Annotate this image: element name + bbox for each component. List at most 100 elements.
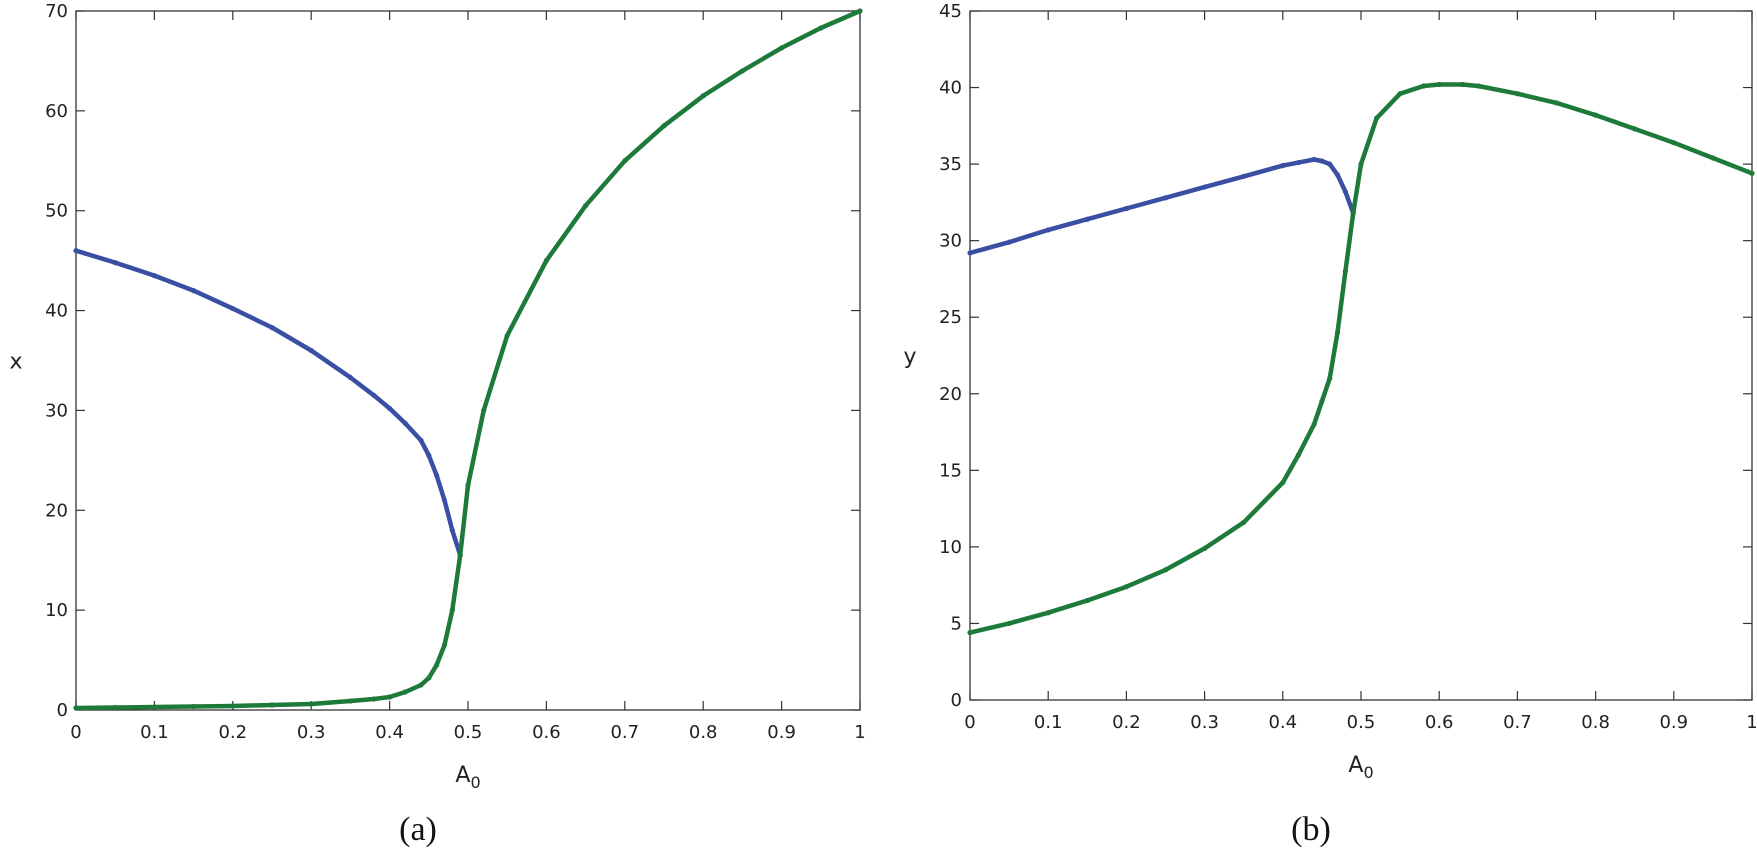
data-point xyxy=(449,607,455,613)
data-point xyxy=(1749,170,1755,176)
data-point xyxy=(426,452,432,458)
data-point xyxy=(1123,584,1129,590)
data-point xyxy=(112,704,118,711)
x-ticks-b: 0 0.1 0.2 0.3 0.4 0.5 0.6 0.7 0.8 0.9 1 xyxy=(964,11,1757,733)
data-point xyxy=(449,527,455,533)
series-group-b xyxy=(967,81,1755,636)
y-axis-label-b: y xyxy=(903,345,916,370)
x-axis-label-sub-b: 0 xyxy=(1363,763,1373,782)
data-point xyxy=(1311,156,1317,163)
series-group-a xyxy=(73,8,863,711)
data-point xyxy=(1319,158,1325,164)
x-tick-label: 0.3 xyxy=(1190,712,1219,733)
x-tick-label: 0.5 xyxy=(1347,712,1376,733)
y-tick-label: 30 xyxy=(45,400,68,421)
y-tick-label: 40 xyxy=(45,301,68,322)
data-point xyxy=(112,260,118,266)
x-tick-label: 0.6 xyxy=(1425,712,1454,733)
data-point xyxy=(967,250,973,256)
data-point xyxy=(191,703,197,710)
data-point xyxy=(504,332,510,339)
x-axis-label-a: A0 xyxy=(455,763,480,792)
data-point xyxy=(1342,189,1348,195)
plot-frame-b xyxy=(969,10,1753,701)
data-point xyxy=(1327,375,1333,382)
data-point xyxy=(1342,268,1348,274)
y-tick-label: 20 xyxy=(939,384,962,405)
data-point xyxy=(434,662,440,668)
y-tick-label: 35 xyxy=(939,154,962,175)
data-point xyxy=(1671,140,1677,146)
data-point xyxy=(434,472,440,478)
data-point xyxy=(1006,620,1012,627)
y-tick-label: 25 xyxy=(939,307,962,328)
data-point xyxy=(1202,184,1208,190)
data-point xyxy=(1460,81,1466,88)
data-point xyxy=(857,8,863,14)
data-point xyxy=(387,694,393,700)
data-point xyxy=(151,704,157,710)
data-point xyxy=(1358,161,1364,167)
series-line-1 xyxy=(967,82,1755,635)
data-point xyxy=(441,642,448,648)
data-point xyxy=(1123,205,1129,212)
data-point xyxy=(402,420,408,427)
data-point xyxy=(1295,452,1302,458)
data-point xyxy=(418,437,424,443)
data-point xyxy=(371,696,377,702)
data-point xyxy=(1420,83,1427,89)
data-point xyxy=(1084,597,1090,604)
x-tick-label: 0.2 xyxy=(1112,712,1141,733)
x-tick-label: 0.8 xyxy=(1581,712,1610,733)
x-tick-label: 0.1 xyxy=(1034,712,1063,733)
data-point xyxy=(1319,398,1325,405)
data-point xyxy=(739,68,746,74)
x-axis-label-sub-a: 0 xyxy=(470,773,480,792)
data-point xyxy=(308,347,314,354)
data-point xyxy=(151,273,157,279)
data-point xyxy=(426,675,432,681)
y-tick-label: 0 xyxy=(57,700,68,721)
x-tick-label: 0.9 xyxy=(767,722,796,743)
data-point xyxy=(308,701,314,707)
x-axis-label-main-b: A xyxy=(1348,753,1363,778)
series-line-0 xyxy=(967,157,1356,256)
x-tick-label: 0 xyxy=(964,712,975,733)
data-point xyxy=(1514,91,1520,97)
x-axis-label-main-a: A xyxy=(455,763,470,788)
y-tick-label: 20 xyxy=(45,500,68,521)
data-point xyxy=(1374,115,1380,121)
x-tick-label: 1 xyxy=(1746,712,1757,733)
data-point xyxy=(269,324,275,331)
data-point xyxy=(402,689,408,695)
data-point xyxy=(1295,159,1302,166)
y-tick-label: 10 xyxy=(939,537,962,558)
data-point xyxy=(1593,112,1599,118)
data-point xyxy=(347,374,353,381)
data-point xyxy=(269,702,275,708)
y-tick-label: 60 xyxy=(45,101,68,122)
panel-caption-a: (a) xyxy=(399,811,437,848)
y-tick-label: 0 xyxy=(951,690,962,711)
x-tick-label: 0.2 xyxy=(218,722,247,743)
data-point xyxy=(1350,210,1356,216)
x-tick-label: 1 xyxy=(854,722,865,743)
data-point xyxy=(1436,81,1442,88)
y-ticks-b: 0 5 10 15 20 25 30 35 40 45 xyxy=(939,1,1752,711)
panel-caption-b: (b) xyxy=(1291,811,1331,848)
y-tick-label: 30 xyxy=(939,231,962,252)
data-point xyxy=(1553,100,1560,106)
data-point xyxy=(1162,195,1169,201)
series-line-0 xyxy=(73,248,463,558)
data-point xyxy=(1045,610,1051,616)
data-point xyxy=(700,93,706,99)
data-point xyxy=(1397,91,1403,97)
x-tick-label: 0.4 xyxy=(375,722,404,743)
data-point xyxy=(818,25,824,31)
y-axis-label-a: x xyxy=(9,350,22,375)
data-point xyxy=(347,698,353,704)
data-point xyxy=(1162,567,1169,573)
data-point xyxy=(191,288,197,294)
